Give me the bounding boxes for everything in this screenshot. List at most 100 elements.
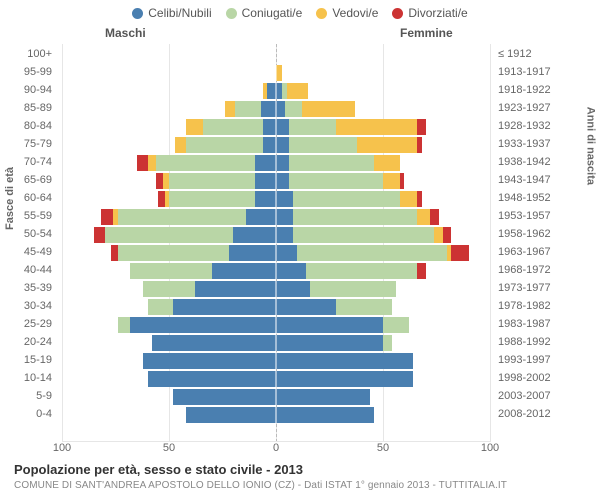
age-label: 0-4 — [0, 408, 58, 420]
bar-female-con — [276, 227, 434, 243]
age-label: 90-94 — [0, 84, 58, 96]
age-label: 70-74 — [0, 156, 58, 168]
age-label: 20-24 — [0, 336, 58, 348]
bar-female-ved — [276, 65, 282, 81]
x-tick: 50 — [163, 442, 175, 454]
bar-male-cel — [255, 191, 276, 207]
header-male: Maschi — [105, 26, 146, 40]
bar-male-cel — [195, 281, 276, 297]
year-label: ≤ 1912 — [492, 48, 562, 60]
age-label: 10-14 — [0, 372, 58, 384]
year-label: 1998-2002 — [492, 372, 562, 384]
pyramid-row — [62, 316, 490, 334]
age-label: 75-79 — [0, 138, 58, 150]
legend-item: Divorziati/e — [392, 6, 467, 20]
legend-swatch — [132, 8, 143, 19]
pyramid-row — [62, 208, 490, 226]
legend-label: Vedovi/e — [332, 6, 378, 20]
pyramid-row — [62, 154, 490, 172]
header-female: Femmine — [400, 26, 453, 40]
year-label: 1943-1947 — [492, 174, 562, 186]
legend-item: Coniugati/e — [226, 6, 303, 20]
pyramid-row — [62, 100, 490, 118]
age-label: 25-29 — [0, 318, 58, 330]
age-label: 85-89 — [0, 102, 58, 114]
grid-line — [490, 44, 491, 442]
pyramid-row — [62, 64, 490, 82]
legend-swatch — [392, 8, 403, 19]
bar-female-cel — [276, 371, 413, 387]
pyramid-row — [62, 118, 490, 136]
bar-female-cel — [276, 245, 297, 261]
bar-female-cel — [276, 155, 289, 171]
bar-female-cel — [276, 119, 289, 135]
year-label: 2008-2012 — [492, 408, 562, 420]
age-label: 65-69 — [0, 174, 58, 186]
bar-male-cel — [263, 119, 276, 135]
bar-female-cel — [276, 389, 370, 405]
pyramid-row — [62, 82, 490, 100]
age-label: 45-49 — [0, 246, 58, 258]
bar-female-cel — [276, 263, 306, 279]
bar-male-cel — [246, 209, 276, 225]
bar-female-cel — [276, 227, 293, 243]
year-label: 1918-1922 — [492, 84, 562, 96]
legend-label: Divorziati/e — [408, 6, 467, 20]
age-label: 80-84 — [0, 120, 58, 132]
bar-female-cel — [276, 83, 282, 99]
pyramid-row — [62, 226, 490, 244]
bar-female-cel — [276, 353, 413, 369]
year-label: 1973-1977 — [492, 282, 562, 294]
x-tick: 100 — [53, 442, 71, 454]
year-label: 1978-1982 — [492, 300, 562, 312]
pyramid-row — [62, 280, 490, 298]
bar-female-con — [276, 245, 447, 261]
year-label: 1968-1972 — [492, 264, 562, 276]
year-label: 1938-1942 — [492, 156, 562, 168]
chart-title: Popolazione per età, sesso e stato civil… — [14, 462, 303, 477]
bar-male-cel — [255, 155, 276, 171]
pyramid-row — [62, 388, 490, 406]
pyramid-row — [62, 46, 490, 64]
year-label: 1948-1952 — [492, 192, 562, 204]
bar-male-cel — [255, 173, 276, 189]
x-tick: 50 — [377, 442, 389, 454]
chart-subtitle: COMUNE DI SANT'ANDREA APOSTOLO DELLO ION… — [14, 480, 507, 491]
pyramid-row — [62, 352, 490, 370]
legend: Celibi/Nubili Coniugati/e Vedovi/e Divorzia… — [0, 0, 600, 20]
pyramid-row — [62, 334, 490, 352]
bar-female-cel — [276, 101, 285, 117]
pyramid-row — [62, 298, 490, 316]
year-label: 1963-1967 — [492, 246, 562, 258]
legend-item: Celibi/Nubili — [132, 6, 211, 20]
bar-male-cel — [173, 299, 276, 315]
bar-female-cel — [276, 137, 289, 153]
bar-female-cel — [276, 191, 293, 207]
legend-label: Celibi/Nubili — [148, 6, 211, 20]
bar-male-cel — [233, 227, 276, 243]
bar-male-cel — [229, 245, 276, 261]
year-label: 1953-1957 — [492, 210, 562, 222]
x-tick: 0 — [273, 442, 279, 454]
age-label: 30-34 — [0, 300, 58, 312]
pyramid-row — [62, 172, 490, 190]
bar-male-cel — [130, 317, 276, 333]
bar-female-con — [276, 173, 383, 189]
bar-female-cel — [276, 317, 383, 333]
bar-female-cel — [276, 335, 383, 351]
bar-male-cel — [267, 83, 276, 99]
bar-male-cel — [173, 389, 276, 405]
pyramid-row — [62, 262, 490, 280]
year-label: 2003-2007 — [492, 390, 562, 402]
y-axis-label-right: Anni di nascita — [584, 107, 596, 185]
pyramid-row — [62, 370, 490, 388]
x-tick: 100 — [481, 442, 499, 454]
bar-female-cel — [276, 173, 289, 189]
pyramid-row — [62, 244, 490, 262]
age-label: 5-9 — [0, 390, 58, 402]
x-axis: 10050050100 — [62, 442, 490, 460]
pyramid-row — [62, 406, 490, 424]
age-label: 50-54 — [0, 228, 58, 240]
year-label: 1958-1962 — [492, 228, 562, 240]
age-label: 40-44 — [0, 264, 58, 276]
